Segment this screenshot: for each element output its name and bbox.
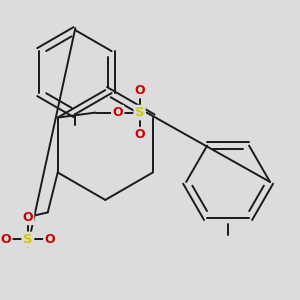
Text: S: S: [135, 106, 144, 119]
Text: S: S: [23, 233, 33, 246]
Text: O: O: [1, 233, 11, 246]
Text: O: O: [44, 233, 55, 246]
Text: O: O: [134, 128, 145, 141]
Text: O: O: [134, 84, 145, 97]
Text: O: O: [112, 106, 123, 119]
Text: O: O: [22, 211, 33, 224]
